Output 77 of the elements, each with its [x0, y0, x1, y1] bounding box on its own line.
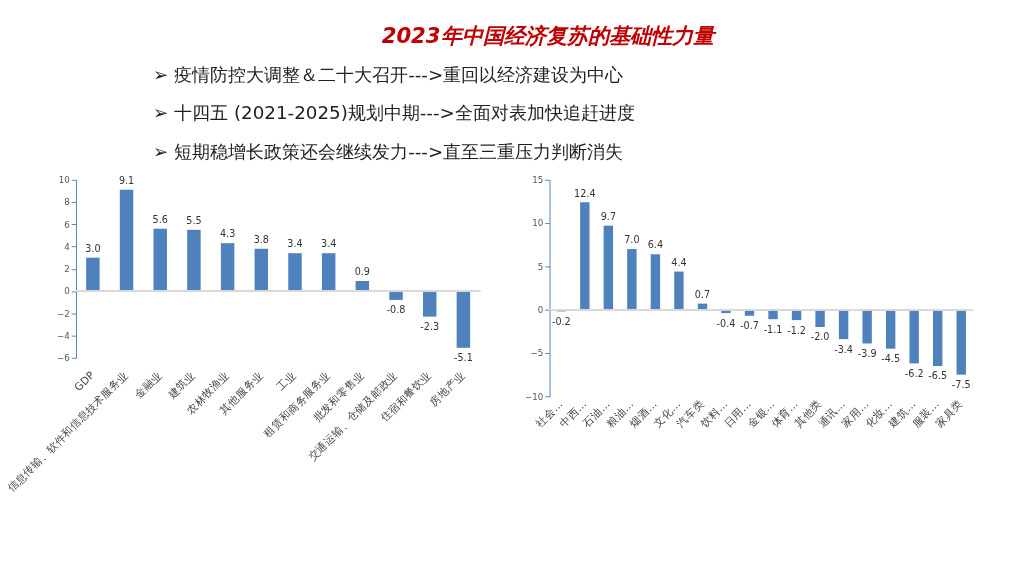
data-label: 5.5 — [186, 215, 202, 227]
data-label: 6.4 — [647, 239, 664, 251]
data-label: -4.5 — [881, 353, 901, 365]
x-tick-label: 工业 — [274, 368, 299, 393]
bar — [254, 248, 269, 292]
bar — [321, 253, 336, 292]
y-tick-label: 10 — [58, 175, 70, 186]
y-tick-label: 2 — [64, 264, 70, 275]
y-tick-label: 10 — [532, 218, 544, 229]
data-label: -0.2 — [551, 315, 571, 327]
x-tick-label: 金融业 — [131, 368, 164, 401]
y-tick-label: 0 — [537, 305, 544, 316]
data-label: 9.7 — [600, 210, 616, 222]
text: ➢ 疫情防控大调整＆二十大召开--->重回以经济建设为中心 — [153, 63, 624, 85]
data-label: 3.0 — [85, 242, 101, 254]
y-tick-label: −6 — [57, 353, 70, 364]
data-label: -0.4 — [716, 317, 736, 329]
bar — [288, 253, 302, 292]
y-tick-label: 5 — [537, 261, 544, 272]
bar — [956, 309, 966, 375]
data-label: -1.1 — [763, 323, 783, 335]
bar — [815, 309, 825, 328]
text: ➢ 十四五 (2021-2025)规划中期--->全面对表加快追赶进度 — [153, 102, 635, 124]
data-label: -0.8 — [386, 304, 406, 316]
bar — [422, 291, 437, 317]
bar — [933, 309, 943, 366]
bar — [909, 309, 919, 364]
data-label: -3.4 — [834, 343, 853, 355]
y-tick-label: −5 — [530, 348, 544, 359]
text: ➢ 短期稳增长政策还会继续发力--->直至三重压力判断消失 — [153, 140, 624, 162]
data-label: 12.4 — [574, 187, 596, 199]
bar — [862, 309, 872, 344]
data-label: 3.4 — [287, 238, 303, 250]
bar — [744, 309, 755, 316]
data-label: -0.7 — [740, 320, 759, 332]
text: 2023年中国经济复苏的基础性力量 — [381, 23, 717, 49]
bar — [650, 254, 661, 310]
data-label: -6.5 — [928, 370, 948, 382]
data-label: 0.9 — [354, 266, 370, 278]
data-label: 3.4 — [321, 238, 337, 250]
data-label: -1.2 — [787, 324, 806, 336]
bar — [885, 309, 896, 349]
data-label: 3.8 — [253, 233, 269, 245]
y-tick-label: 8 — [64, 197, 70, 208]
y-tick-label: 0 — [64, 286, 70, 297]
data-label: -2.3 — [420, 321, 440, 333]
data-label: 7.0 — [624, 234, 640, 246]
y-tick-label: −4 — [57, 330, 71, 341]
data-label: -5.1 — [454, 352, 473, 364]
data-label: 0.7 — [694, 288, 711, 300]
bar — [768, 309, 778, 320]
data-label: -3.9 — [857, 347, 877, 359]
bar — [456, 291, 471, 348]
bar — [580, 202, 590, 310]
bar — [791, 309, 802, 321]
bar — [674, 271, 684, 310]
bar — [627, 249, 637, 310]
y-tick-label: 15 — [532, 175, 544, 186]
bar — [86, 257, 100, 292]
bar — [153, 228, 167, 292]
y-tick-label: 6 — [64, 219, 70, 230]
bar — [119, 189, 134, 292]
data-label: -2.0 — [810, 331, 830, 343]
bar — [187, 229, 201, 292]
y-tick-label: −2 — [57, 308, 70, 319]
data-label: 5.6 — [152, 213, 168, 225]
data-label: 4.3 — [219, 228, 236, 240]
bar — [220, 243, 235, 292]
bar — [721, 309, 731, 314]
data-label: -6.2 — [904, 367, 924, 379]
data-label: 9.1 — [118, 175, 135, 186]
data-label: -7.5 — [951, 379, 971, 391]
bar — [838, 309, 849, 340]
bar — [603, 225, 614, 310]
data-label: 4.4 — [671, 256, 687, 268]
y-tick-label: 4 — [64, 241, 71, 252]
y-tick-label: −10 — [525, 391, 544, 402]
